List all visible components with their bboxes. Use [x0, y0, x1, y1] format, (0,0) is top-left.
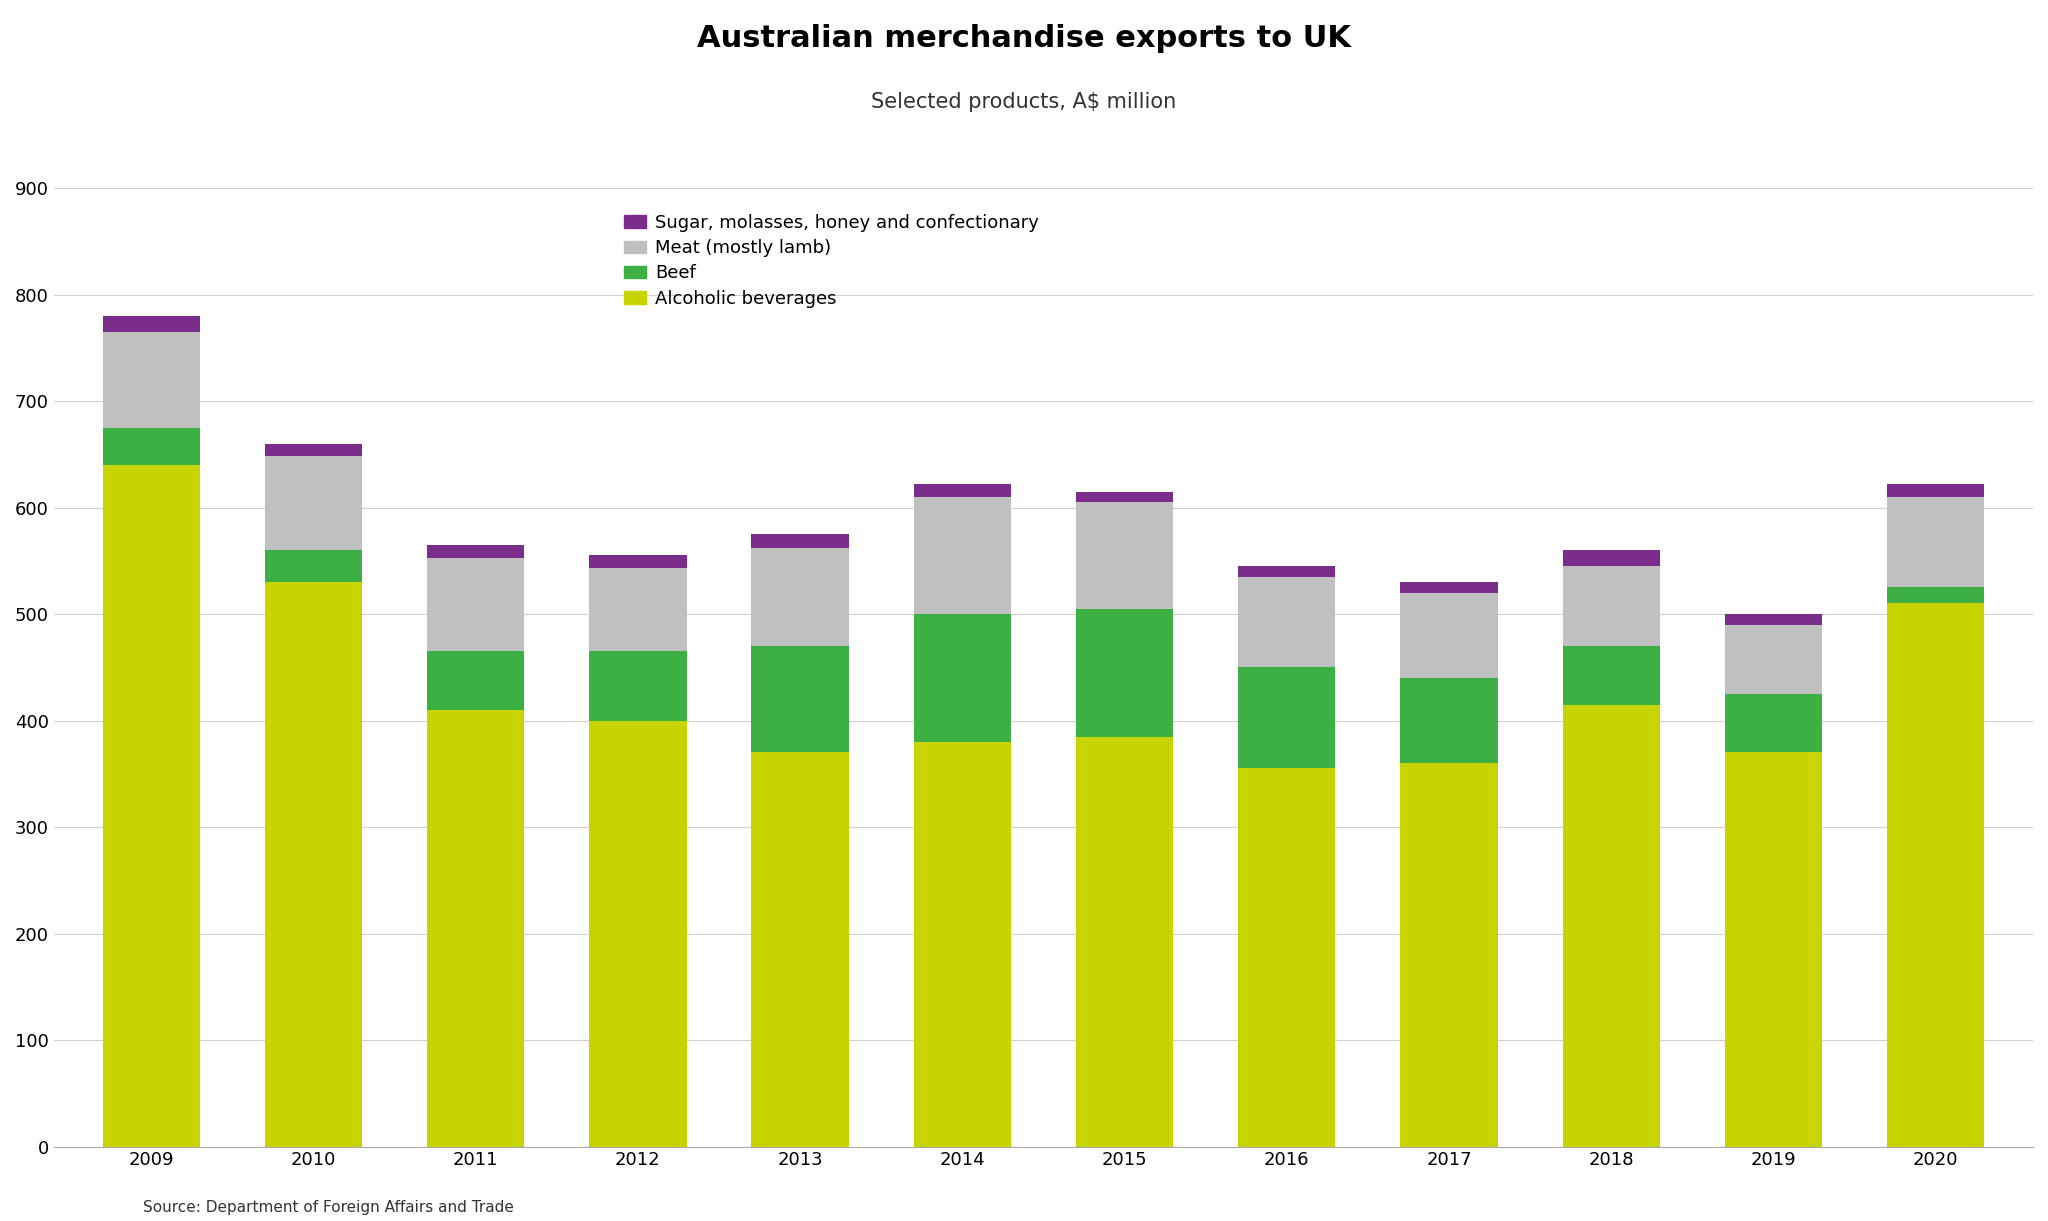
Bar — [590, 720, 686, 1147]
Bar — [1886, 587, 1985, 603]
Bar — [752, 535, 848, 548]
Bar — [1401, 763, 1497, 1147]
Legend: Sugar, molasses, honey and confectionary, Meat (mostly lamb), Beef, Alcoholic be: Sugar, molasses, honey and confectionary… — [616, 206, 1047, 315]
Bar — [1563, 705, 1659, 1147]
Bar — [102, 332, 201, 427]
Bar — [1239, 576, 1335, 668]
Bar — [264, 551, 362, 582]
Bar — [1401, 678, 1497, 763]
Bar — [590, 568, 686, 651]
Bar — [1075, 609, 1174, 736]
Bar — [1401, 582, 1497, 592]
Bar — [1239, 668, 1335, 768]
Bar — [1075, 492, 1174, 502]
Bar — [1724, 614, 1823, 625]
Bar — [752, 548, 848, 646]
Bar — [426, 709, 524, 1147]
Bar — [752, 752, 848, 1147]
Bar — [102, 316, 201, 332]
Bar — [1075, 502, 1174, 609]
Bar — [1239, 768, 1335, 1147]
Bar — [1724, 752, 1823, 1147]
Bar — [1724, 625, 1823, 694]
Bar — [1401, 592, 1497, 678]
Bar — [264, 582, 362, 1147]
Bar — [1724, 694, 1823, 752]
Bar — [913, 485, 1012, 497]
Bar — [1886, 603, 1985, 1147]
Bar — [1563, 567, 1659, 646]
Bar — [590, 651, 686, 720]
Bar — [102, 427, 201, 465]
Bar — [913, 614, 1012, 742]
Text: Australian merchandise exports to UK: Australian merchandise exports to UK — [696, 24, 1352, 54]
Bar — [1563, 551, 1659, 567]
Bar — [1886, 497, 1985, 587]
Text: Source: Department of Foreign Affairs and Trade: Source: Department of Foreign Affairs an… — [143, 1200, 514, 1215]
Bar — [590, 556, 686, 568]
Bar — [1075, 736, 1174, 1147]
Text: Selected products, A$ million: Selected products, A$ million — [870, 92, 1178, 111]
Bar — [426, 651, 524, 709]
Bar — [264, 443, 362, 457]
Bar — [1239, 567, 1335, 576]
Bar — [102, 465, 201, 1147]
Bar — [752, 646, 848, 752]
Bar — [264, 457, 362, 551]
Bar — [1886, 485, 1985, 497]
Bar — [913, 742, 1012, 1147]
Bar — [426, 545, 524, 558]
Bar — [1563, 646, 1659, 705]
Bar — [426, 558, 524, 651]
Bar — [913, 497, 1012, 614]
